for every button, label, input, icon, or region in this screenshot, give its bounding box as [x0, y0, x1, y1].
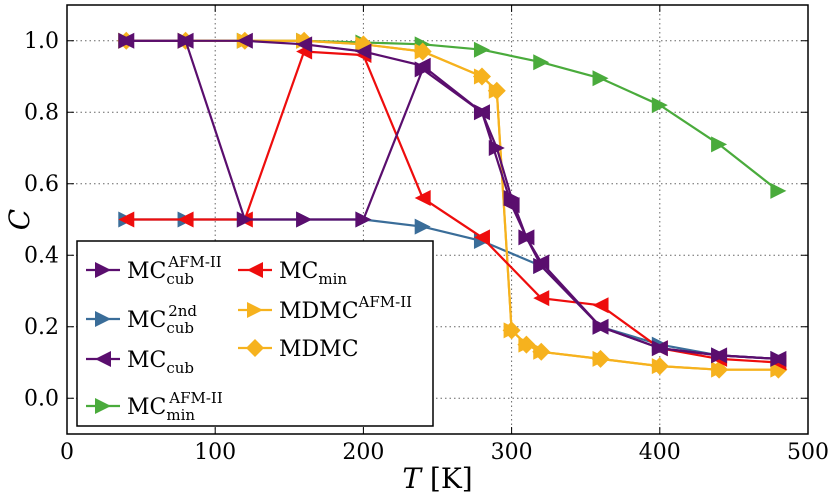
data-point — [355, 211, 372, 228]
data-point — [592, 70, 609, 87]
legend-swatch-marker — [247, 262, 263, 278]
data-point — [414, 43, 431, 60]
legend-swatch-marker — [247, 302, 263, 318]
data-point — [473, 68, 490, 85]
legend-label: MCminAFM-II — [127, 389, 223, 424]
data-point — [770, 361, 787, 378]
legend-label: MCcub — [127, 348, 194, 377]
y-tick-label: 0.2 — [24, 315, 59, 340]
data-point — [592, 297, 609, 314]
legend-swatch-marker — [95, 398, 111, 414]
legend-entry: MCcub2nd — [86, 302, 197, 337]
legend-label: MCcubAFM-II — [127, 253, 222, 288]
legend-swatch-marker — [95, 262, 111, 278]
data-point — [355, 36, 372, 53]
legend-entry: MCcubAFM-II — [86, 253, 222, 288]
data-point — [711, 347, 728, 364]
legend-entry: MDMC — [238, 337, 359, 362]
data-point — [177, 211, 194, 228]
legend-swatch-marker — [95, 311, 111, 327]
x-tick-label: 300 — [491, 440, 533, 465]
data-point — [473, 41, 490, 58]
data-point — [770, 350, 787, 367]
legend-label: MCmin — [279, 259, 347, 288]
data-point — [711, 136, 728, 153]
series-3 — [118, 32, 787, 199]
data-point — [355, 43, 372, 60]
data-point — [770, 182, 787, 199]
x-tick-label: 100 — [194, 440, 236, 465]
data-point — [473, 229, 490, 246]
legend-entry: MDMCAFM-II — [238, 293, 412, 324]
data-point — [503, 190, 520, 207]
data-point — [118, 32, 135, 49]
x-tick-label: 0 — [60, 440, 74, 465]
legend-label: MDMCAFM-II — [279, 293, 412, 324]
data-point — [533, 343, 550, 360]
data-point — [533, 54, 550, 71]
data-point — [296, 36, 313, 53]
legend: MCcubAFM-II MCcub2nd MCcub MCminAFM-II MCmin… — [76, 240, 434, 427]
data-point — [651, 358, 668, 375]
data-point — [488, 140, 505, 156]
axis-ticks: 0 100 200 300 400 500 0.0 0.2 0.4 0.6 0.8 1.0 — [24, 5, 829, 465]
grid-lines — [67, 5, 808, 434]
plot-frame — [66, 4, 809, 435]
data-point — [236, 211, 253, 228]
legend-swatch-marker — [95, 351, 111, 367]
x-tick-label: 400 — [639, 440, 681, 465]
y-axis-title: C — [3, 209, 36, 230]
x-axis-title: T [K] — [402, 462, 472, 495]
data-point — [503, 322, 520, 339]
data-point — [177, 32, 194, 49]
data-point — [518, 336, 535, 353]
legend-label: MDMC — [279, 337, 359, 362]
data-point — [414, 218, 431, 235]
series-0 — [118, 32, 787, 367]
data-point — [592, 350, 609, 367]
legend-entry: MCmin — [238, 259, 347, 288]
data-point — [236, 32, 253, 49]
data-point — [518, 229, 535, 246]
data-point — [488, 82, 505, 99]
y-tick-label: 0.8 — [24, 100, 59, 125]
data-point — [414, 61, 431, 78]
plot-series — [117, 31, 788, 379]
data-point — [414, 190, 431, 207]
legend-entry: MCminAFM-II — [86, 389, 223, 424]
y-tick-label: 0.0 — [24, 386, 59, 411]
data-point — [296, 211, 313, 228]
data-point — [651, 340, 668, 357]
data-point — [473, 104, 490, 121]
data-point — [118, 211, 135, 228]
data-point — [533, 290, 550, 307]
data-point — [533, 257, 550, 274]
y-tick-label: 0.4 — [24, 243, 59, 268]
data-point — [711, 361, 728, 378]
data-point — [592, 318, 609, 335]
legend-entry: MCcub — [86, 348, 194, 377]
x-tick-label: 200 — [342, 440, 384, 465]
y-tick-label: 1.0 — [24, 29, 59, 54]
data-point — [651, 97, 668, 114]
legend-swatch-marker — [246, 339, 264, 357]
y-tick-label: 0.6 — [24, 172, 59, 197]
x-tick-label: 500 — [787, 440, 829, 465]
legend-label: MCcub2nd — [127, 302, 197, 337]
